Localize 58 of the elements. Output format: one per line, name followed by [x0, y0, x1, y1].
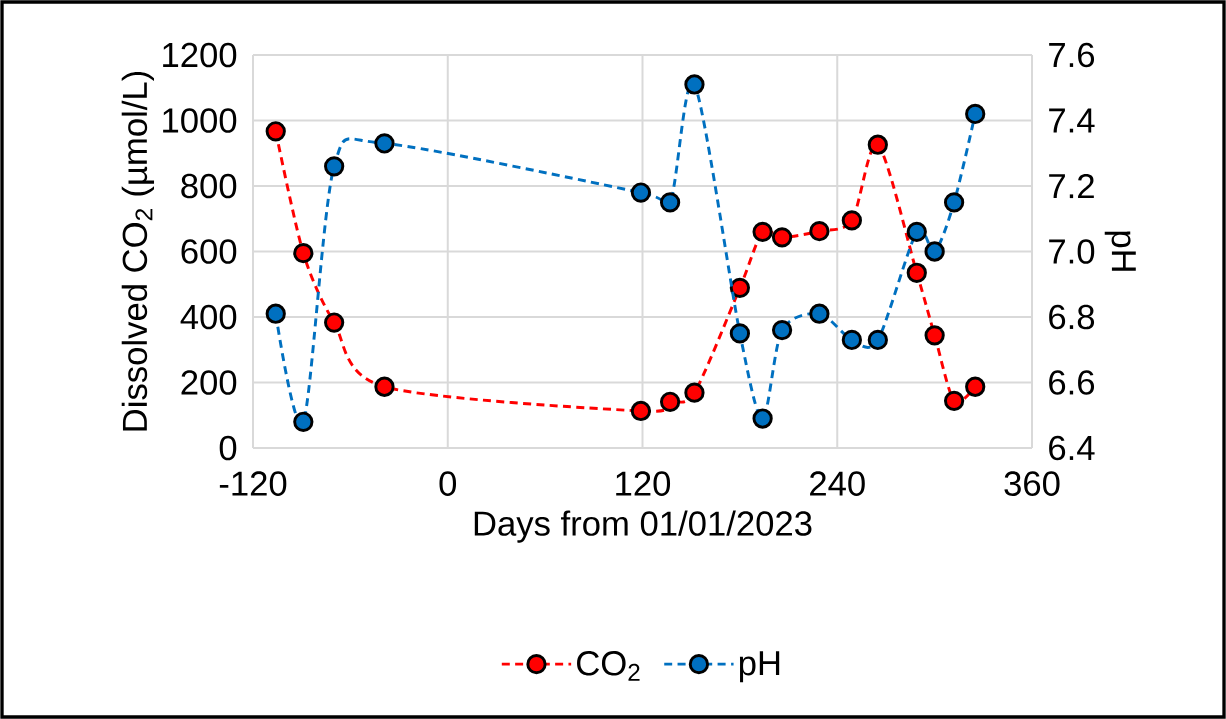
y-tick-label: 800: [181, 173, 237, 199]
point: [906, 262, 927, 283]
point: [752, 408, 773, 429]
point: [965, 376, 986, 397]
point: [867, 329, 888, 351]
x-tick-label: 360: [1004, 471, 1060, 496]
point: [630, 400, 652, 422]
y-tick-label: 400: [180, 304, 237, 330]
point: [684, 382, 705, 403]
point: [809, 303, 830, 324]
point: [924, 241, 945, 262]
y2-axis-title: pH: [1104, 231, 1136, 271]
point: [943, 192, 965, 213]
x-tick-label: -120: [219, 471, 287, 496]
y2-tick-label: 7.6: [1049, 42, 1095, 68]
point: [630, 182, 652, 203]
y2-tick-label: 7.2: [1049, 173, 1094, 199]
point: [752, 221, 773, 242]
point: [965, 103, 986, 125]
y2-tick-label: 6.4: [1049, 435, 1095, 461]
y-axis-title: Dissolved CO$_{2}$ (µmol/L): [121, 71, 155, 431]
point: [729, 277, 751, 298]
x-tick-label: 120: [616, 471, 671, 496]
y2-tick-label: 6.8: [1049, 304, 1095, 330]
y-tick-label: 200: [181, 370, 237, 395]
x-tick-label: 0: [439, 471, 457, 496]
legend-label: pH: [739, 651, 780, 683]
y2-tick-label: 7.0: [1049, 239, 1095, 264]
point: [659, 391, 681, 412]
y-tick-label: 1000: [163, 108, 237, 133]
point: [771, 227, 793, 248]
point: [374, 376, 395, 397]
point: [265, 121, 286, 142]
point: [265, 303, 286, 324]
point: [906, 221, 927, 242]
point: [771, 319, 793, 341]
point: [841, 210, 862, 231]
y-tick-label: 600: [181, 239, 237, 264]
point: [867, 134, 888, 155]
point: [293, 243, 314, 264]
y2-tick-label: 7.4: [1049, 108, 1095, 133]
point: [324, 156, 345, 177]
point: [684, 74, 705, 95]
point: [729, 323, 751, 344]
point: [924, 325, 945, 346]
x-tick-label: 240: [810, 471, 865, 496]
point: [324, 312, 345, 333]
y2-tick-label: 6.6: [1049, 370, 1095, 395]
y-tick-label: 0: [219, 435, 237, 461]
point: [943, 390, 965, 411]
x-axis-title: Days from 01/01/2023: [474, 510, 812, 543]
point: [809, 221, 830, 242]
point: [659, 192, 681, 213]
y-tick-label: 1200: [163, 42, 237, 68]
point: [374, 133, 395, 154]
legend-label: CO$_{2}$: [577, 651, 640, 681]
point: [841, 329, 862, 351]
point: [293, 411, 314, 432]
